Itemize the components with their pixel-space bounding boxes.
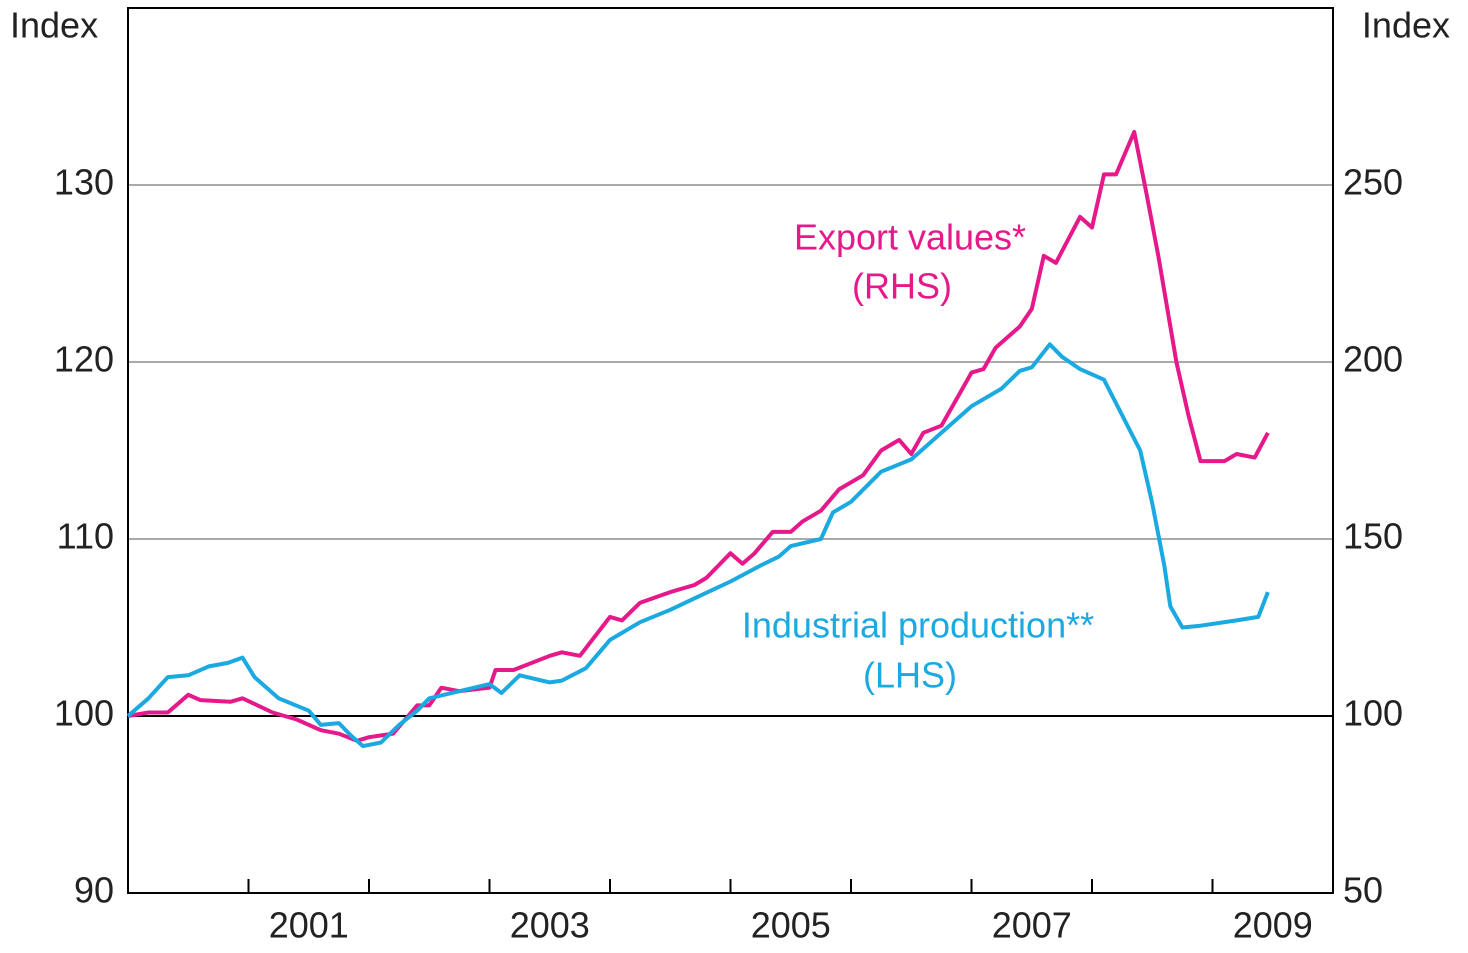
series-note: (LHS) (863, 655, 957, 696)
y2-tick-label: 200 (1343, 339, 1403, 380)
series-note: (RHS) (852, 266, 952, 307)
series-label: Industrial production** (742, 605, 1094, 646)
y2-axis-title: Index (1362, 5, 1450, 46)
y-axis-title: Index (10, 5, 98, 46)
plot-frame (127, 7, 1334, 894)
series-label: Export values* (794, 217, 1026, 258)
x-tick-label: 2007 (992, 905, 1072, 946)
y-tick-label: 120 (54, 339, 114, 380)
series-line (126, 342, 1270, 749)
x-tick-label: 2001 (269, 905, 349, 946)
y-tick-label: 130 (54, 162, 114, 203)
y-tick-label: 110 (57, 516, 114, 557)
y2-tick-label: 100 (1343, 693, 1403, 734)
series-line (127, 129, 1270, 743)
y-tick-label: 90 (74, 870, 114, 911)
y2-tick-label: 50 (1343, 870, 1383, 911)
x-tick-label: 2003 (510, 905, 590, 946)
y2-tick-label: 250 (1343, 162, 1403, 203)
x-tick-label: 2009 (1233, 905, 1313, 946)
y-tick-label: 100 (54, 693, 114, 734)
y2-tick-label: 150 (1343, 516, 1403, 557)
x-tick-label: 2005 (751, 905, 831, 946)
